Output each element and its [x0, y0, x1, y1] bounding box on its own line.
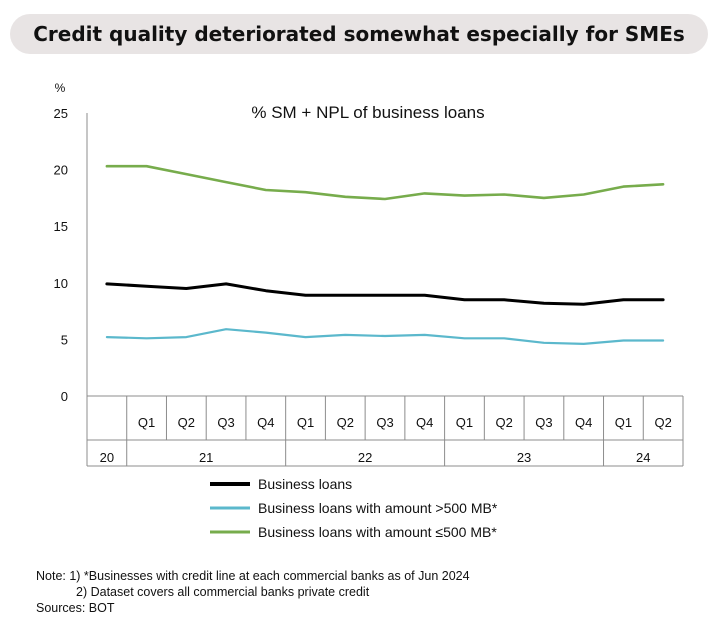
note-2: 2) Dataset covers all commercial banks p… — [76, 585, 370, 599]
y-tick-label-20: 20 — [54, 163, 68, 178]
legend-label-3: Business loans with amount ≤500 MB* — [258, 524, 497, 540]
y-tick-label-25: 25 — [54, 106, 68, 121]
x-tick-label-23Q2: Q2 — [496, 415, 513, 430]
series-line-3 — [105, 164, 665, 201]
x-tick-label-22Q4: Q4 — [416, 415, 433, 430]
page-title: Credit quality deteriorated somewhat esp… — [33, 22, 685, 46]
series-line-1 — [105, 282, 665, 306]
x-year-label-23: 23 — [517, 450, 531, 465]
x-tick-label-23Q4: Q4 — [575, 415, 592, 430]
x-tick-label-22Q3: Q3 — [376, 415, 393, 430]
x-year-label-22: 22 — [358, 450, 372, 465]
footnotes: Note: 1) *Businesses with credit line at… — [36, 568, 470, 616]
x-tick-label-23Q1: Q1 — [456, 415, 473, 430]
x-year-label-24: 24 — [636, 450, 650, 465]
x-year-label-20: 20 — [100, 450, 114, 465]
x-tick-label-22Q2: Q2 — [337, 415, 354, 430]
x-tick-label-21Q1: Q1 — [138, 415, 155, 430]
note-1: Note: 1) *Businesses with credit line at… — [36, 569, 470, 583]
y-tick-label-5: 5 — [61, 332, 68, 347]
x-tick-label-23Q3: Q3 — [535, 415, 552, 430]
chart-title: % SM + NPL of business loans — [251, 103, 484, 122]
x-tick-label-21Q2: Q2 — [178, 415, 195, 430]
y-tick-label-0: 0 — [61, 389, 68, 404]
title-banner: Credit quality deteriorated somewhat esp… — [10, 14, 708, 54]
y-tick-label-15: 15 — [54, 219, 68, 234]
x-tick-label-22Q1: Q1 — [297, 415, 314, 430]
series-line-2 — [105, 328, 665, 345]
legend-label-2: Business loans with amount >500 MB* — [258, 500, 498, 516]
x-tick-label-21Q3: Q3 — [217, 415, 234, 430]
x-year-label-21: 21 — [199, 450, 213, 465]
x-tick-label-24Q2: Q2 — [654, 415, 671, 430]
legend-label-1: Business loans — [258, 476, 352, 492]
x-tick-label-21Q4: Q4 — [257, 415, 274, 430]
x-tick-label-24Q1: Q1 — [615, 415, 632, 430]
y-tick-label-10: 10 — [54, 276, 68, 291]
sources-note: Sources: BOT — [36, 601, 115, 615]
y-axis-unit-label: % — [55, 81, 66, 95]
